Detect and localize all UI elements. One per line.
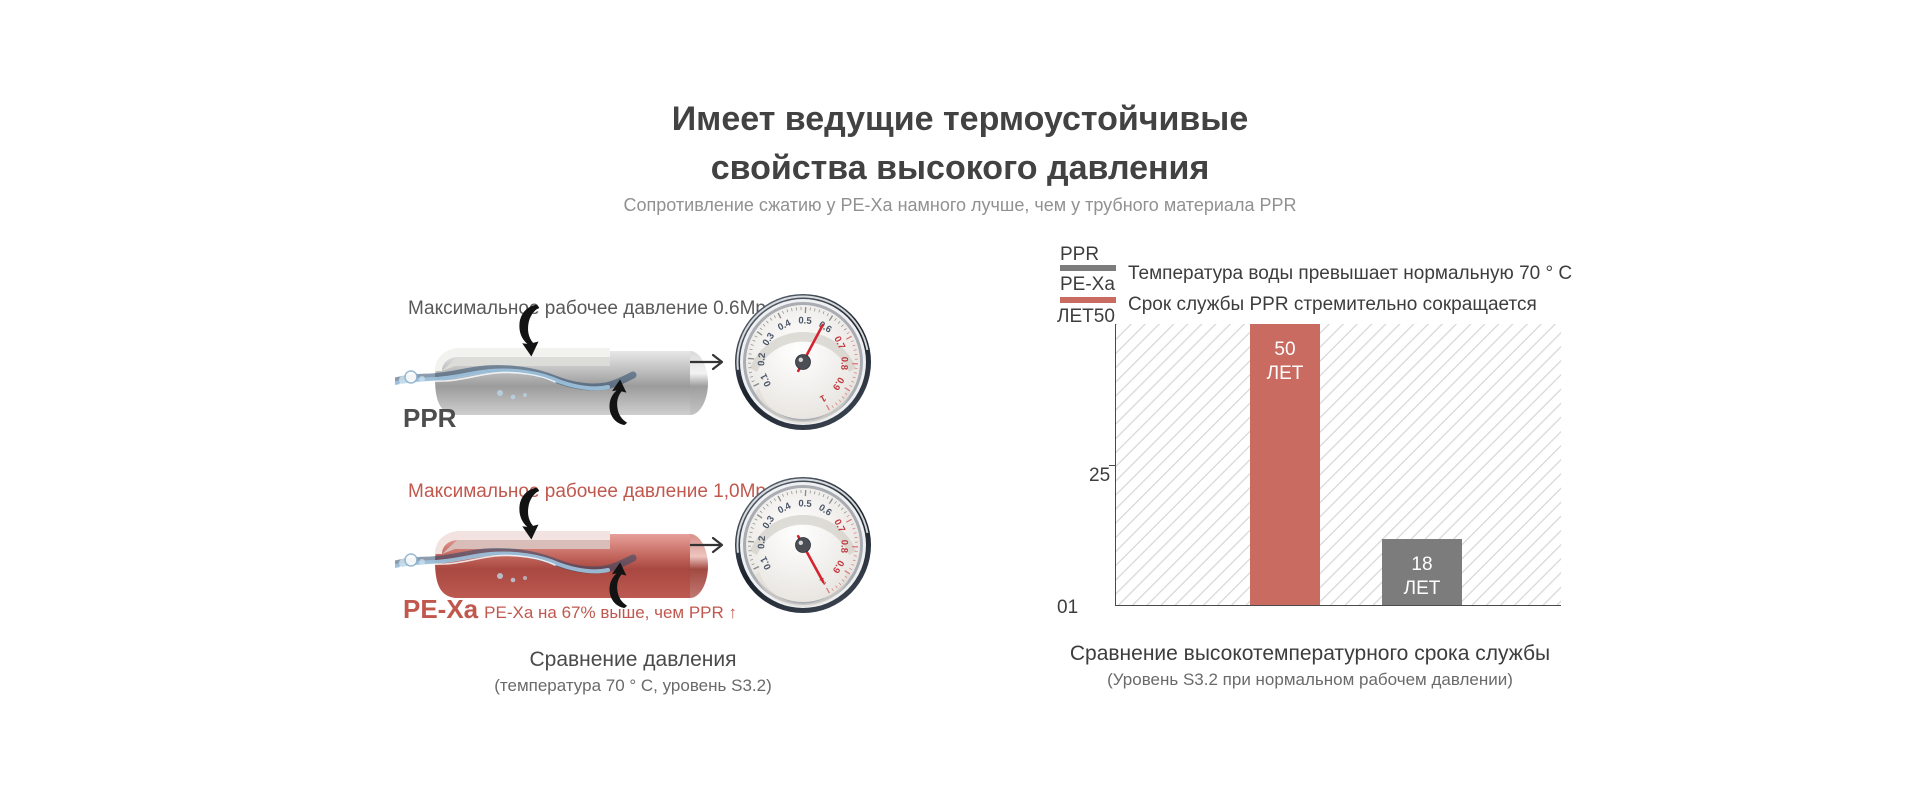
svg-text:0.5: 0.5 (798, 498, 812, 510)
svg-text:0.2: 0.2 (756, 535, 768, 549)
svg-text:0.2: 0.2 (756, 352, 768, 366)
svg-text:0.8: 0.8 (838, 357, 849, 371)
svg-text:0.8: 0.8 (838, 540, 849, 554)
svg-text:0.5: 0.5 (798, 315, 812, 327)
